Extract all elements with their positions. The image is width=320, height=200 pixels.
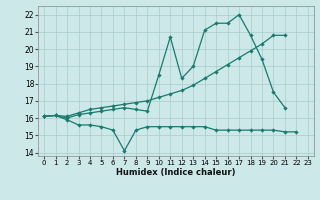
X-axis label: Humidex (Indice chaleur): Humidex (Indice chaleur) <box>116 168 236 177</box>
